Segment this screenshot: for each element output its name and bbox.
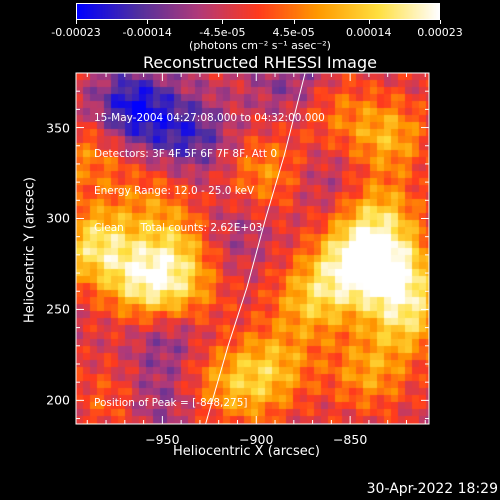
colorbar-tick (147, 20, 149, 24)
colorbar-tick-label: 0.00014 (346, 26, 392, 39)
axis-ticks (76, 72, 429, 424)
annotation-detectors: Detectors: 3F 4F 5F 6F 7F 8F, Att 0 (94, 148, 278, 161)
colorbar-tick (368, 20, 370, 24)
colorbar-tick (440, 20, 441, 24)
y-tick-label: 200 (46, 392, 70, 408)
y-tick-label: 350 (46, 120, 70, 136)
peak-position-label: Position of Peak = [-848,275] (94, 397, 248, 409)
colorbar-tick-label: 0.00023 (417, 26, 463, 39)
annotation-block: 15-May-2004 04:27:08.000 to 04:32:00.000… (94, 87, 325, 247)
colorbar-tick (293, 20, 295, 24)
colorbar-tick (76, 20, 77, 24)
timestamp: 30-Apr-2022 18:29 (366, 481, 498, 497)
y-axis-label: Heliocentric Y (arcsec) (22, 177, 38, 323)
x-tick-label: −900 (239, 432, 274, 447)
x-tick-label: −950 (145, 432, 180, 447)
colorbar-tick (222, 20, 224, 24)
annotation-energy-range: Energy Range: 12.0 - 25.0 keV (94, 185, 255, 198)
colorbar-tick-label: -0.00014 (122, 26, 172, 39)
annotation-time-range: 15-May-2004 04:27:08.000 to 04:32:00.000 (94, 111, 325, 124)
x-axis-label: Heliocentric X (arcsec) (173, 444, 320, 459)
solar-limb-line (205, 72, 306, 425)
colorbar-units-label: (photons cm⁻² s⁻¹ asec⁻²) (189, 39, 331, 52)
colorbar (76, 3, 440, 20)
plot-frame (75, 72, 430, 425)
heatmap-image (76, 73, 429, 424)
annotation-total-counts: Clean Total counts: 2.62E+03 (94, 222, 263, 235)
chart-title: Reconstructed RHESSI Image (143, 53, 377, 72)
y-tick-label: 250 (46, 301, 70, 317)
colorbar-tick-label: -0.00023 (51, 26, 101, 39)
colorbar-tick-label: -4.5e-05 (199, 26, 246, 39)
x-tick-label: −850 (332, 432, 368, 447)
y-tick-label: 300 (46, 210, 70, 226)
colorbar-tick-label: 4.5e-05 (272, 26, 315, 39)
